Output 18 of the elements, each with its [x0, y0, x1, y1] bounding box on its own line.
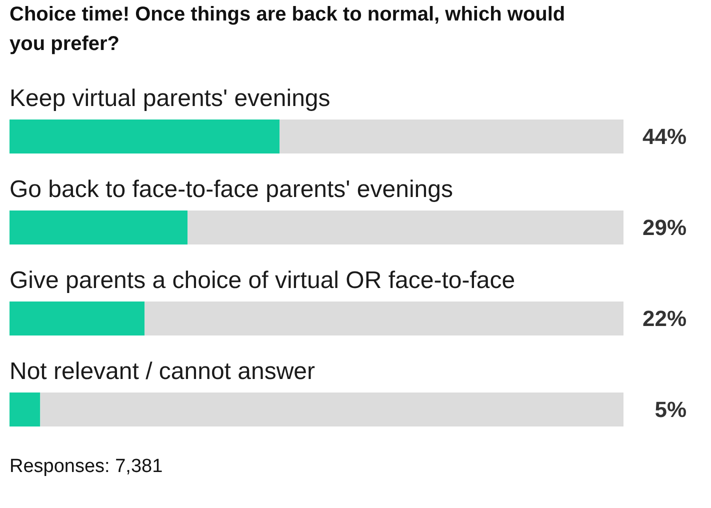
y-tick-label: Give parents a choice of virtual OR face-to-face — [10, 267, 516, 294]
y-tick-label: Not relevant / cannot answer — [10, 358, 316, 385]
bar — [10, 120, 280, 154]
data-label: 5% — [654, 397, 686, 422]
y-tick-label: Keep virtual parents' evenings — [10, 85, 330, 112]
bar — [10, 392, 40, 426]
bar — [188, 210, 624, 244]
bar — [280, 120, 624, 154]
data-label: 22% — [642, 306, 687, 331]
bar — [10, 302, 145, 336]
text: Responses: 7,381 — [10, 456, 163, 477]
data-label: 44% — [642, 124, 687, 149]
bar — [10, 210, 188, 244]
data-label: 29% — [642, 215, 687, 240]
y-tick-label: Go back to face-to-face parents' evenings — [10, 176, 453, 203]
bar — [144, 302, 624, 336]
bar — [40, 392, 624, 426]
chart-title: Choice time! Once things are back to normal, which would you prefer? — [10, 4, 566, 56]
